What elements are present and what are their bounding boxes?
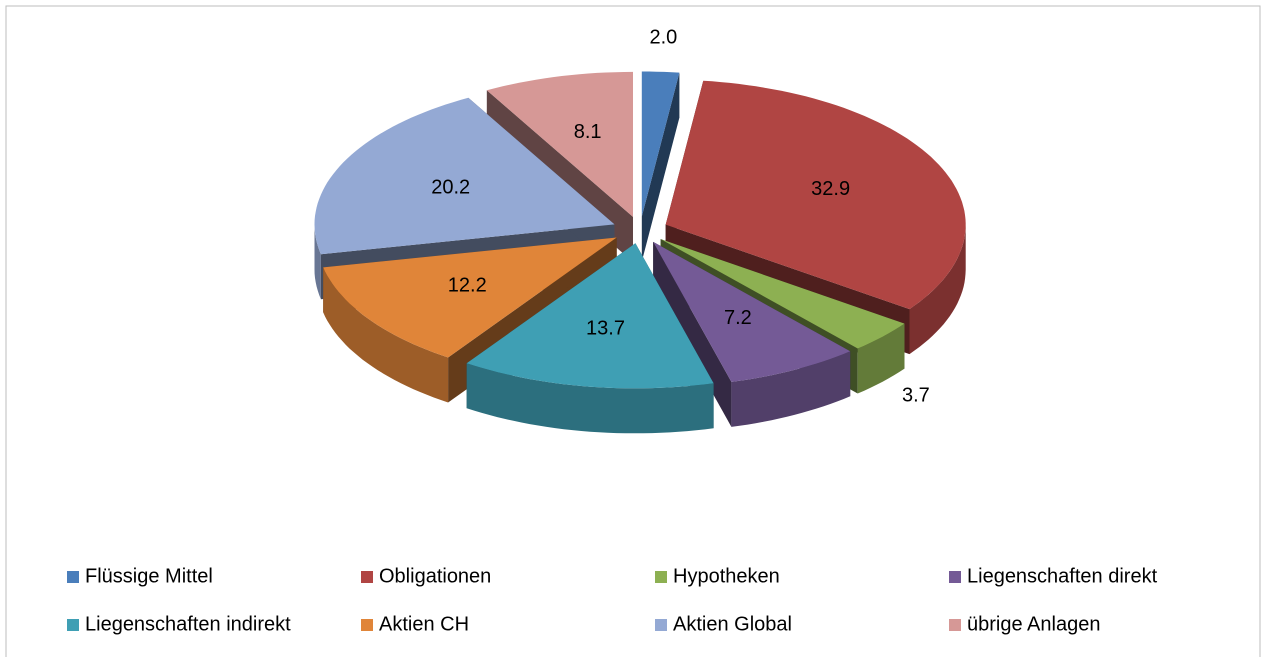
- data-label: 32.9: [811, 178, 850, 200]
- slice-wall: [857, 323, 905, 394]
- legend-swatch: [361, 571, 373, 583]
- slice-top: [323, 237, 617, 358]
- legend-label: Hypotheken: [673, 565, 780, 587]
- slice-top: [653, 241, 851, 382]
- slice-top: [466, 243, 714, 389]
- legend-swatch: [67, 619, 79, 631]
- slice: [641, 71, 680, 262]
- slice-wall: [314, 224, 321, 300]
- legend-label: übrige Anlagen: [967, 613, 1100, 635]
- slice-side: [641, 72, 680, 262]
- legend-swatch: [949, 619, 961, 631]
- data-label: 13.7: [586, 317, 625, 339]
- legend-label: Flüssige Mittel: [85, 565, 213, 587]
- slice-wall: [323, 267, 449, 403]
- legend-swatch: [655, 571, 667, 583]
- slice-top: [314, 97, 615, 255]
- data-label: 8.1: [574, 121, 602, 143]
- legend-label: Liegenschaften direkt: [967, 565, 1158, 587]
- data-label: 12.2: [448, 274, 487, 296]
- slice: [466, 243, 714, 434]
- data-label: 7.2: [724, 307, 752, 329]
- slice-top: [660, 239, 905, 349]
- slice-top: [486, 71, 633, 217]
- legend-label: Aktien CH: [379, 613, 469, 635]
- legend-swatch: [949, 571, 961, 583]
- legend-label: Aktien Global: [673, 613, 792, 635]
- slice-wall: [466, 363, 714, 434]
- slice-wall: [909, 224, 966, 355]
- legend-swatch: [67, 571, 79, 583]
- legend-label: Obligationen: [379, 565, 491, 587]
- legend-swatch: [361, 619, 373, 631]
- legend-swatch: [655, 619, 667, 631]
- slice-top: [641, 71, 680, 217]
- data-label: 3.7: [902, 385, 930, 407]
- legend-label: Liegenschaften indirekt: [85, 613, 291, 635]
- slice-top: [665, 80, 966, 310]
- data-label: 20.2: [431, 177, 470, 199]
- data-label: 2.0: [650, 26, 678, 48]
- slice-wall: [731, 351, 851, 427]
